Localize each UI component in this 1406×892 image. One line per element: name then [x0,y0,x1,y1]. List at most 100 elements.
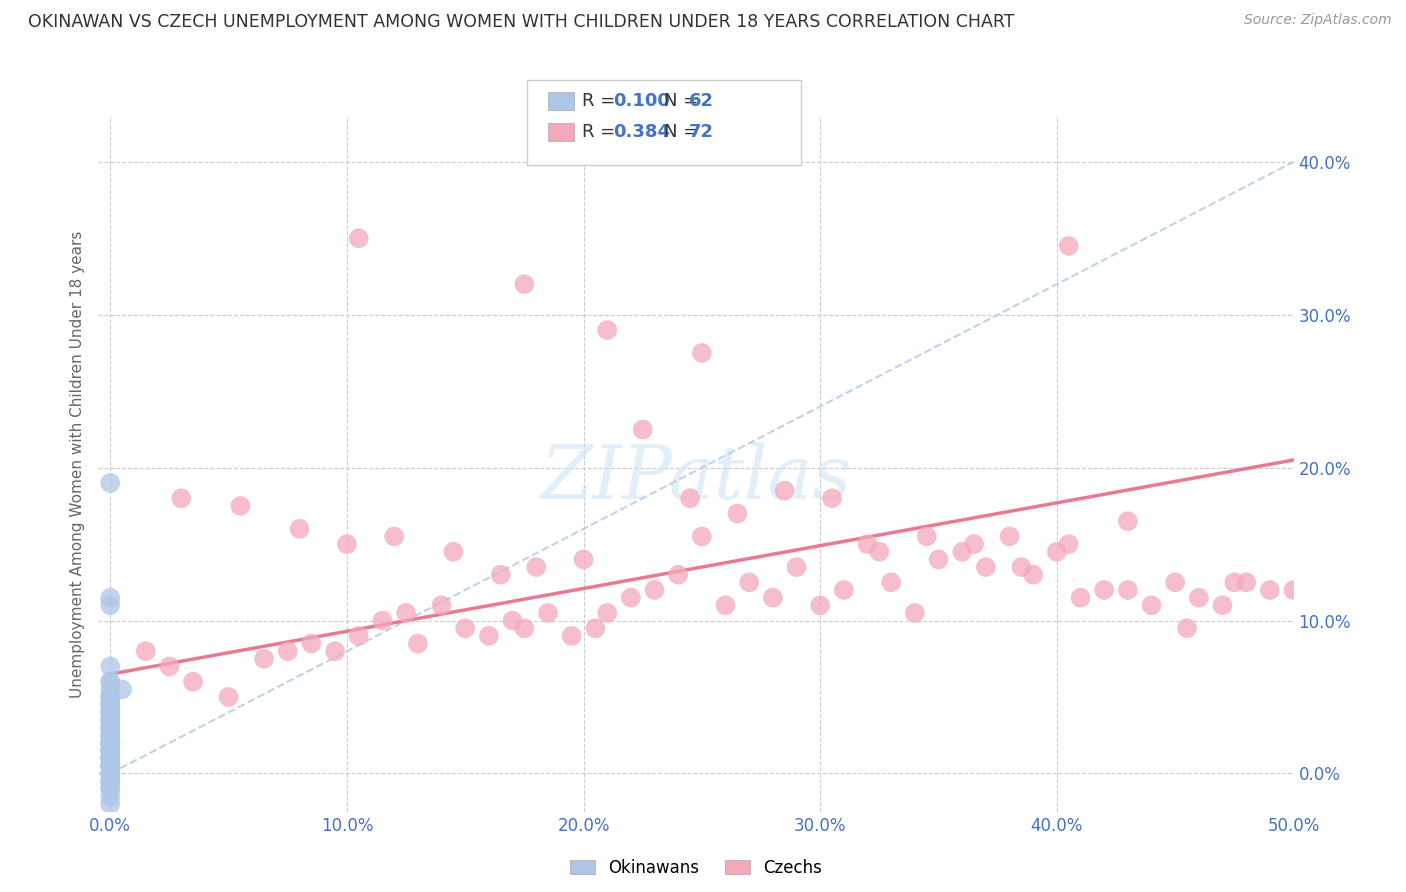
Point [454,621,477,635]
Point [323,644,346,658]
Point [572,552,595,566]
Point [502,614,524,628]
Point [98,721,121,735]
Point [98,706,121,720]
Point [1116,582,1139,597]
Point [98,736,121,750]
Point [98,728,121,742]
Point [478,629,501,643]
Point [98,781,121,796]
Point [762,591,785,605]
Point [98,743,121,757]
Point [229,499,252,513]
Point [98,674,121,689]
Point [98,706,121,720]
Point [382,529,405,543]
Point [489,567,512,582]
Point [98,713,121,727]
Point [98,475,121,490]
Point [98,759,121,773]
Point [1057,537,1080,551]
Point [98,766,121,780]
Point [135,644,157,658]
Point [915,529,938,543]
Point [336,537,359,551]
Y-axis label: Unemployment Among Women with Children Under 18 years: Unemployment Among Women with Children U… [69,230,84,698]
Point [98,721,121,735]
Point [98,721,121,735]
Point [596,606,619,620]
Point [974,560,997,574]
Point [277,644,299,658]
Text: Source: ZipAtlas.com: Source: ZipAtlas.com [1244,13,1392,28]
Text: N =: N = [664,92,703,110]
Point [1092,582,1115,597]
Point [98,698,121,712]
Point [98,751,121,765]
Point [1022,567,1045,582]
Point [856,537,879,551]
Point [1010,560,1032,574]
Point [644,582,666,597]
Point [98,713,121,727]
Point [620,591,643,605]
Point [98,774,121,789]
Point [395,606,418,620]
Point [98,728,121,742]
Point [218,690,240,704]
Point [98,728,121,742]
Point [583,621,606,635]
Text: 0.100: 0.100 [613,92,669,110]
Point [98,766,121,780]
Text: R =: R = [582,123,621,141]
Point [963,537,986,551]
Point [631,422,654,436]
Point [98,682,121,697]
Point [98,774,121,789]
Point [1234,575,1257,590]
Point [98,690,121,704]
Point [1057,239,1080,253]
Point [738,575,761,590]
Point [98,591,121,605]
Point [441,545,464,559]
Point [98,774,121,789]
Point [98,774,121,789]
Point [950,545,973,559]
Point [821,491,844,506]
Point [808,599,831,613]
Point [98,743,121,757]
Point [98,766,121,780]
Point [371,614,394,628]
Text: 0.384: 0.384 [613,123,671,141]
Point [98,766,121,780]
Point [98,743,121,757]
Point [725,507,748,521]
Point [1175,621,1198,635]
Point [1223,575,1246,590]
Point [98,751,121,765]
Point [98,721,121,735]
Point [98,713,121,727]
Point [98,706,121,720]
Point [98,698,121,712]
Point [1116,514,1139,528]
Point [1188,591,1211,605]
Point [98,759,121,773]
Point [347,231,370,245]
Point [111,682,134,697]
Text: ZIPatlas: ZIPatlas [540,442,852,514]
Point [98,698,121,712]
Point [406,636,429,650]
Point [98,659,121,673]
Point [347,629,370,643]
Text: N =: N = [664,123,703,141]
Point [880,575,903,590]
Point [904,606,927,620]
Point [524,560,547,574]
Point [666,567,689,582]
Point [98,743,121,757]
Point [430,599,453,613]
Point [170,491,193,506]
Point [1164,575,1187,590]
